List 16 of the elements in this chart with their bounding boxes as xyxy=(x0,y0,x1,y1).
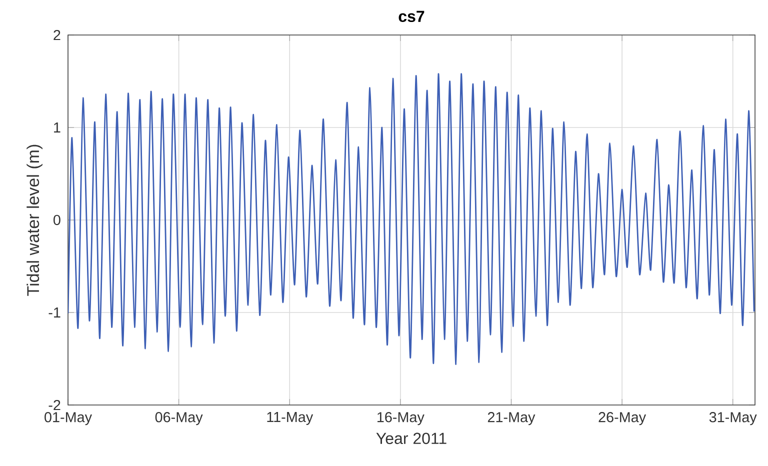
y-tick-label: -2 xyxy=(48,400,60,410)
y-axis-title: Tidal water level (m) xyxy=(26,144,42,296)
x-tick-label: 26-May xyxy=(598,412,646,426)
x-tick-label: 16-May xyxy=(378,412,424,426)
x-tick-label: 31-May xyxy=(709,412,757,426)
x-tick-label: 06-May xyxy=(155,412,203,426)
x-tick-label: 21-May xyxy=(488,412,536,426)
y-tick-label: 0 xyxy=(54,214,60,226)
x-axis-title: Year 2011 xyxy=(376,432,446,444)
x-tick-label: 01-May xyxy=(44,412,92,426)
chart-title: cs7 xyxy=(398,10,424,22)
y-tick-label: 2 xyxy=(54,30,60,40)
line-series xyxy=(68,73,755,365)
x-tick-label: 11-May xyxy=(267,412,314,425)
y-tick-label: -1 xyxy=(48,308,60,318)
y-tick-label: 1 xyxy=(54,122,60,132)
